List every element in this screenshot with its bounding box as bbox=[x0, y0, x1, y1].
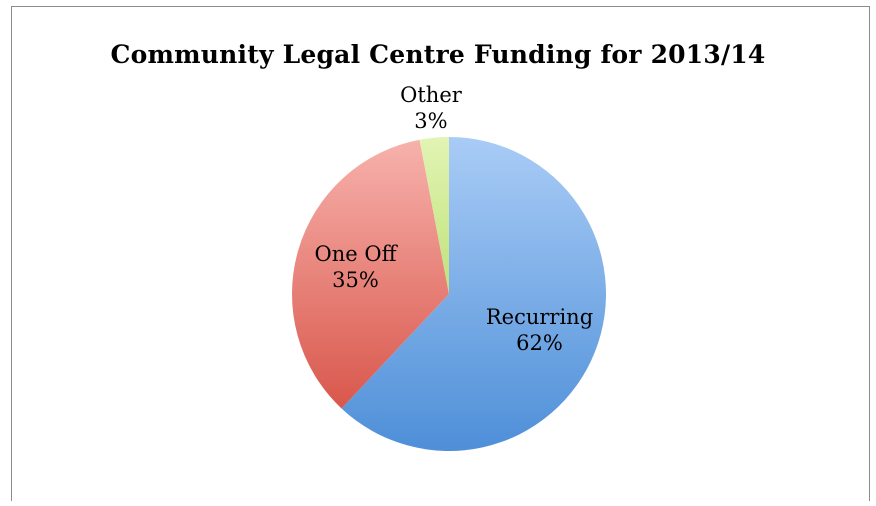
chart-title: Community Legal Centre Funding for 2013/… bbox=[110, 40, 766, 69]
slice-label-name: Recurring bbox=[486, 305, 593, 329]
pie-slice-other bbox=[419, 137, 449, 294]
slice-label-percent: 35% bbox=[332, 268, 379, 292]
pie-slices bbox=[291, 137, 606, 451]
slice-label-name: Other bbox=[400, 83, 463, 107]
slice-label-percent: 3% bbox=[414, 109, 447, 133]
slice-label-name: One Off bbox=[315, 242, 399, 266]
pie-slice-one-off bbox=[291, 139, 449, 409]
slice-label-percent: 62% bbox=[516, 331, 563, 355]
pie-slice-recurring bbox=[341, 137, 606, 451]
